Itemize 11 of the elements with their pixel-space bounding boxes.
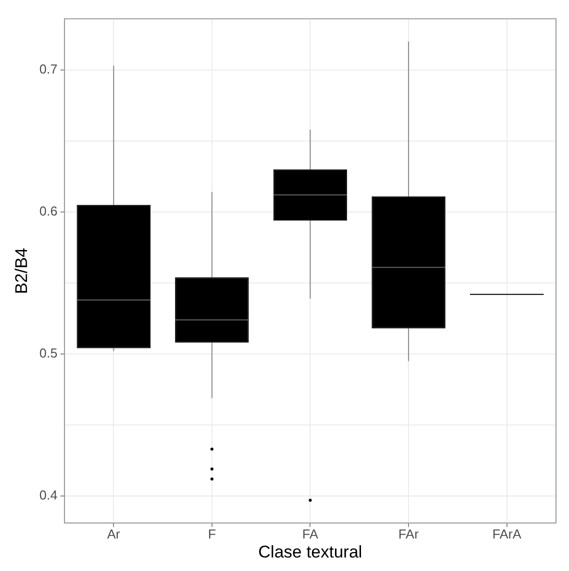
- y-tick-label: 0.4: [39, 488, 58, 503]
- y-tick-label: 0.6: [39, 204, 58, 219]
- x-tick-label: Ar: [107, 526, 121, 542]
- y-axis-title: B2/B4: [12, 248, 31, 294]
- x-tick-label: FAr: [398, 526, 420, 542]
- x-tick-label: FA: [302, 526, 319, 542]
- y-tick-label: 0.7: [39, 62, 58, 77]
- x-axis-title: Clase textural: [258, 542, 362, 562]
- x-tick-label: F: [208, 526, 216, 542]
- y-tick-label: 0.5: [39, 346, 58, 361]
- x-tick-label: FArA: [492, 526, 522, 542]
